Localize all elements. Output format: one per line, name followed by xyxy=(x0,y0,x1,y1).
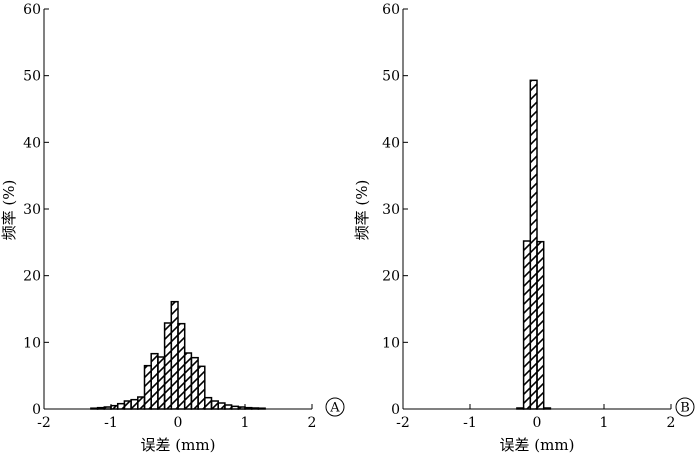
bar-b-2 xyxy=(529,79,538,410)
ticks-b: 0 10 20 30 40 50 60 -2 -1 0 1 2 xyxy=(382,2,675,431)
ticks-a: 0 10 20 30 40 50 60 -2 -1 0 1 2 xyxy=(23,2,316,431)
x-tick-label-a-4: 2 xyxy=(308,415,317,431)
x-tick-label-a-3: 1 xyxy=(241,415,250,431)
y-tick-label-a-5: 50 xyxy=(23,69,41,85)
y-axis-label-b: 频率 (%) xyxy=(353,180,371,241)
bar-a-17 xyxy=(204,396,213,410)
bar-a-5 xyxy=(123,400,132,410)
y-tick-label-a-6: 60 xyxy=(23,2,41,18)
bars-a xyxy=(90,300,266,410)
y-axis-label-a: 频率 (%) xyxy=(0,180,18,241)
x-tick-label-b-1: -1 xyxy=(463,415,477,431)
x-tick-label-b-3: 1 xyxy=(600,415,609,431)
y-tick-label-b-5: 50 xyxy=(382,69,400,85)
bar-b-1 xyxy=(522,240,532,410)
x-tick-label-a-1: -1 xyxy=(104,415,118,431)
x-axis-label-a: 误差 (mm) xyxy=(141,436,216,454)
panel-mark-b: B xyxy=(675,397,695,417)
y-tick-label-b-2: 20 xyxy=(382,269,400,285)
x-tick-label-b-2: 0 xyxy=(533,415,542,431)
histogram-panel-a: 0 10 20 30 40 50 60 -2 -1 0 1 2 误差 (mm) 频率 (%) A xyxy=(0,2,345,454)
panel-mark-a: A xyxy=(325,397,345,417)
bar-a-8 xyxy=(143,364,152,410)
bar-a-13 xyxy=(177,322,186,410)
y-tick-label-b-4: 40 xyxy=(382,135,400,151)
bars-b xyxy=(516,79,552,410)
bar-a-10 xyxy=(157,356,166,410)
y-tick-label-a-1: 10 xyxy=(23,335,41,351)
bar-a-11 xyxy=(163,322,173,410)
bar-a-20 xyxy=(224,404,233,410)
y-tick-label-b-3: 30 xyxy=(382,202,400,218)
x-tick-label-a-0: -2 xyxy=(37,415,51,431)
x-tick-label-b-0: -2 xyxy=(396,415,410,431)
bar-a-14 xyxy=(183,352,193,410)
bar-a-6 xyxy=(130,398,139,410)
bar-a-4 xyxy=(116,402,126,410)
x-tick-label-b-4: 2 xyxy=(667,415,676,431)
histogram-panel-b: 0 10 20 30 40 50 60 -2 -1 0 1 2 误差 (mm) 频率 (%) B xyxy=(353,2,695,454)
bar-a-18 xyxy=(210,400,219,410)
y-tick-label-b-1: 10 xyxy=(382,335,400,351)
y-tick-label-a-3: 30 xyxy=(23,202,41,218)
y-tick-label-b-0: 0 xyxy=(391,402,400,418)
bar-a-19 xyxy=(217,402,226,410)
bar-a-12 xyxy=(170,300,179,410)
bar-a-7 xyxy=(137,396,146,410)
y-tick-label-b-6: 60 xyxy=(382,2,400,18)
x-axis-label-b: 误差 (mm) xyxy=(500,436,575,454)
x-tick-label-a-2: 0 xyxy=(174,415,183,431)
y-tick-label-a-2: 20 xyxy=(23,269,41,285)
bar-a-15 xyxy=(190,356,199,410)
y-tick-label-a-4: 40 xyxy=(23,135,41,151)
y-tick-label-a-0: 0 xyxy=(32,402,41,418)
bar-b-3 xyxy=(536,240,545,410)
panel-mark-a-text: A xyxy=(329,401,340,416)
panel-mark-b-text: B xyxy=(680,401,690,416)
bar-a-16 xyxy=(197,365,206,410)
bar-a-9 xyxy=(150,352,159,410)
